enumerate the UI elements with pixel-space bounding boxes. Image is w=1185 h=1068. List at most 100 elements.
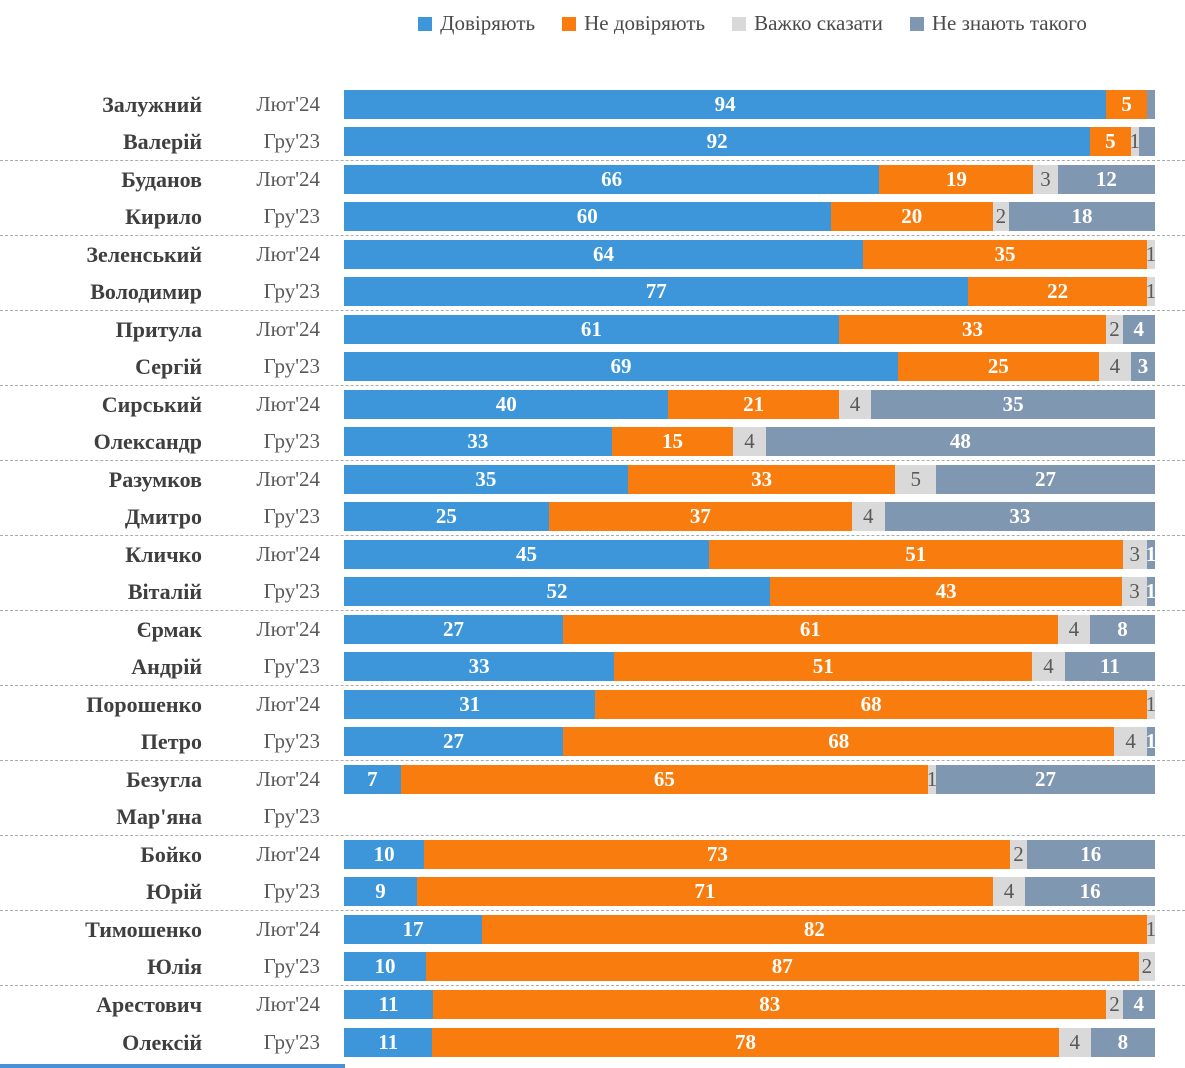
segment-value-label: 60 xyxy=(576,204,598,228)
stacked-bar: 10 87 2 xyxy=(344,952,1156,981)
segment-value-label: 1 xyxy=(1145,729,1157,753)
stacked-bar: 31 68 1 xyxy=(344,690,1157,719)
stacked-bar: 94 5 xyxy=(344,90,1155,119)
person-firstname: Юрій xyxy=(146,878,202,904)
segment-value-label: 1 xyxy=(1129,129,1140,153)
stacked-bar: 25 37 4 33 xyxy=(344,502,1155,531)
segment-trust: 33 xyxy=(344,427,612,456)
segment-distrust: 25 xyxy=(898,352,1099,381)
bar-row: Мар'яна Гру'23 xyxy=(0,802,1185,831)
segment-value-label: 12 xyxy=(1095,167,1117,191)
segment-trust: 66 xyxy=(344,165,880,194)
segment-value-label: 4 xyxy=(1003,879,1015,903)
stacked-bar: 27 68 4 1 xyxy=(344,727,1157,756)
person-group: Тимошенко Лют'24 17 82 1 Юлія Гру'23 10 87 2 xyxy=(0,911,1185,986)
stacked-bar: 35 33 5 27 xyxy=(344,465,1155,494)
bar-row: Бойко Лют'24 10 73 2 16 xyxy=(0,840,1185,869)
segment-value-label: 1 xyxy=(1145,692,1157,716)
person-surname: Кличко xyxy=(125,541,202,567)
segment-trust: 61 xyxy=(344,315,839,344)
segment-unknown: 1 xyxy=(1145,727,1157,756)
segment-hard: 4 xyxy=(1058,1028,1091,1057)
segment-value-label: 51 xyxy=(812,654,834,678)
period-label: Лют'24 xyxy=(256,842,320,866)
period-label: Гру'23 xyxy=(263,579,320,603)
segment-value-label: 1 xyxy=(1145,917,1157,941)
segment-hard: 4 xyxy=(992,877,1026,906)
bar-row: Безугла Лют'24 7 65 1 27 xyxy=(0,765,1185,794)
segment-value-label: 11 xyxy=(1100,654,1120,678)
segment-value-label: 52 xyxy=(546,579,568,603)
segment-value-label: 87 xyxy=(771,954,793,978)
segment-value-label: 4 xyxy=(1068,617,1080,641)
segment-distrust: 20 xyxy=(830,202,993,231)
person-firstname: Сергій xyxy=(135,353,202,379)
segment-value-label: 73 xyxy=(706,842,728,866)
person-group: Буданов Лют'24 66 19 3 12 Кирило Гру'23 60 20 2 18 xyxy=(0,161,1185,236)
person-group: Разумков Лют'24 35 33 5 27 Дмитро Гру'23 25 37 4 33 xyxy=(0,461,1185,536)
legend-item-unknown: Не знають такого xyxy=(909,11,1087,36)
segment-unknown: 1 xyxy=(1146,540,1156,569)
segment-trust: 10 xyxy=(344,840,425,869)
segment-trust: 69 xyxy=(344,352,899,381)
bar-row: Дмитро Гру'23 25 37 4 33 xyxy=(0,502,1185,531)
segment-unknown: 27 xyxy=(936,765,1155,794)
person-firstname: Кирило xyxy=(125,203,202,229)
segment-value-label: 2 xyxy=(1141,954,1153,978)
segment-value-label: 94 xyxy=(714,92,736,116)
segment-value-label: 68 xyxy=(860,692,882,716)
segment-trust: 11 xyxy=(344,1028,433,1057)
segment-unknown: 27 xyxy=(936,465,1155,494)
person-firstname: Петро xyxy=(140,728,202,754)
segment-distrust: 65 xyxy=(400,765,928,794)
segment-hard: 1 xyxy=(1145,690,1157,719)
legend-swatch-icon xyxy=(418,16,433,31)
period-label: Гру'23 xyxy=(263,879,320,903)
segment-value-label: 4 xyxy=(863,504,874,528)
person-group: Арестович Лют'24 11 83 2 4 Олексій Гру'23 11 78 4 8 xyxy=(0,986,1185,1061)
segment-value-label: 21 xyxy=(743,392,765,416)
person-firstname: Андрій xyxy=(131,653,202,679)
period-label: Лют'24 xyxy=(256,167,320,191)
segment-value-label: 35 xyxy=(475,467,497,491)
segment-hard: 4 xyxy=(1057,615,1091,644)
period-label: Гру'23 xyxy=(263,279,320,303)
segment-value-label: 3 xyxy=(1137,354,1149,378)
person-surname: Буданов xyxy=(121,166,202,192)
period-label: Гру'23 xyxy=(263,429,320,453)
segment-trust: 10 xyxy=(344,952,426,981)
segment-value-label: 1 xyxy=(1145,279,1157,303)
segment-unknown: 35 xyxy=(871,390,1155,419)
segment-trust: 9 xyxy=(344,877,417,906)
segment-value-label: 2 xyxy=(1013,842,1024,866)
bar-row: Валерій Гру'23 92 5 1 xyxy=(0,127,1185,156)
segment-value-label: 3 xyxy=(1129,542,1140,566)
stacked-bar: 27 61 4 8 xyxy=(344,615,1155,644)
segment-value-label: 45 xyxy=(515,542,537,566)
segment-value-label: 35 xyxy=(994,242,1016,266)
segment-value-label: 8 xyxy=(1117,1030,1129,1054)
segment-value-label: 68 xyxy=(828,729,850,753)
segment-trust: 11 xyxy=(344,990,434,1019)
segment-unknown: 8 xyxy=(1090,615,1155,644)
period-label: Лют'24 xyxy=(256,542,320,566)
segment-value-label: 40 xyxy=(495,392,517,416)
person-group: Порошенко Лют'24 31 68 1 Петро Гру'23 27 68 4 1 xyxy=(0,686,1185,761)
person-firstname: Дмитро xyxy=(124,503,202,529)
segment-distrust: 68 xyxy=(562,727,1115,756)
period-label: Лют'24 xyxy=(256,617,320,641)
segment-value-label: 4 xyxy=(1125,729,1136,753)
segment-value-label: 17 xyxy=(402,917,424,941)
segment-value-label: 25 xyxy=(987,354,1009,378)
segment-value-label: 78 xyxy=(734,1030,756,1054)
segment-trust: 17 xyxy=(344,915,482,944)
segment-distrust: 21 xyxy=(668,390,839,419)
segment-trust: 40 xyxy=(344,390,669,419)
segment-value-label: 2 xyxy=(1109,992,1120,1016)
segment-value-label: 18 xyxy=(1071,204,1093,228)
segment-distrust: 82 xyxy=(481,915,1147,944)
stacked-bar: 33 15 4 48 xyxy=(344,427,1155,456)
person-firstname: Юлія xyxy=(147,953,202,979)
segment-value-label: 11 xyxy=(378,992,399,1016)
segment-value-label: 71 xyxy=(694,879,716,903)
